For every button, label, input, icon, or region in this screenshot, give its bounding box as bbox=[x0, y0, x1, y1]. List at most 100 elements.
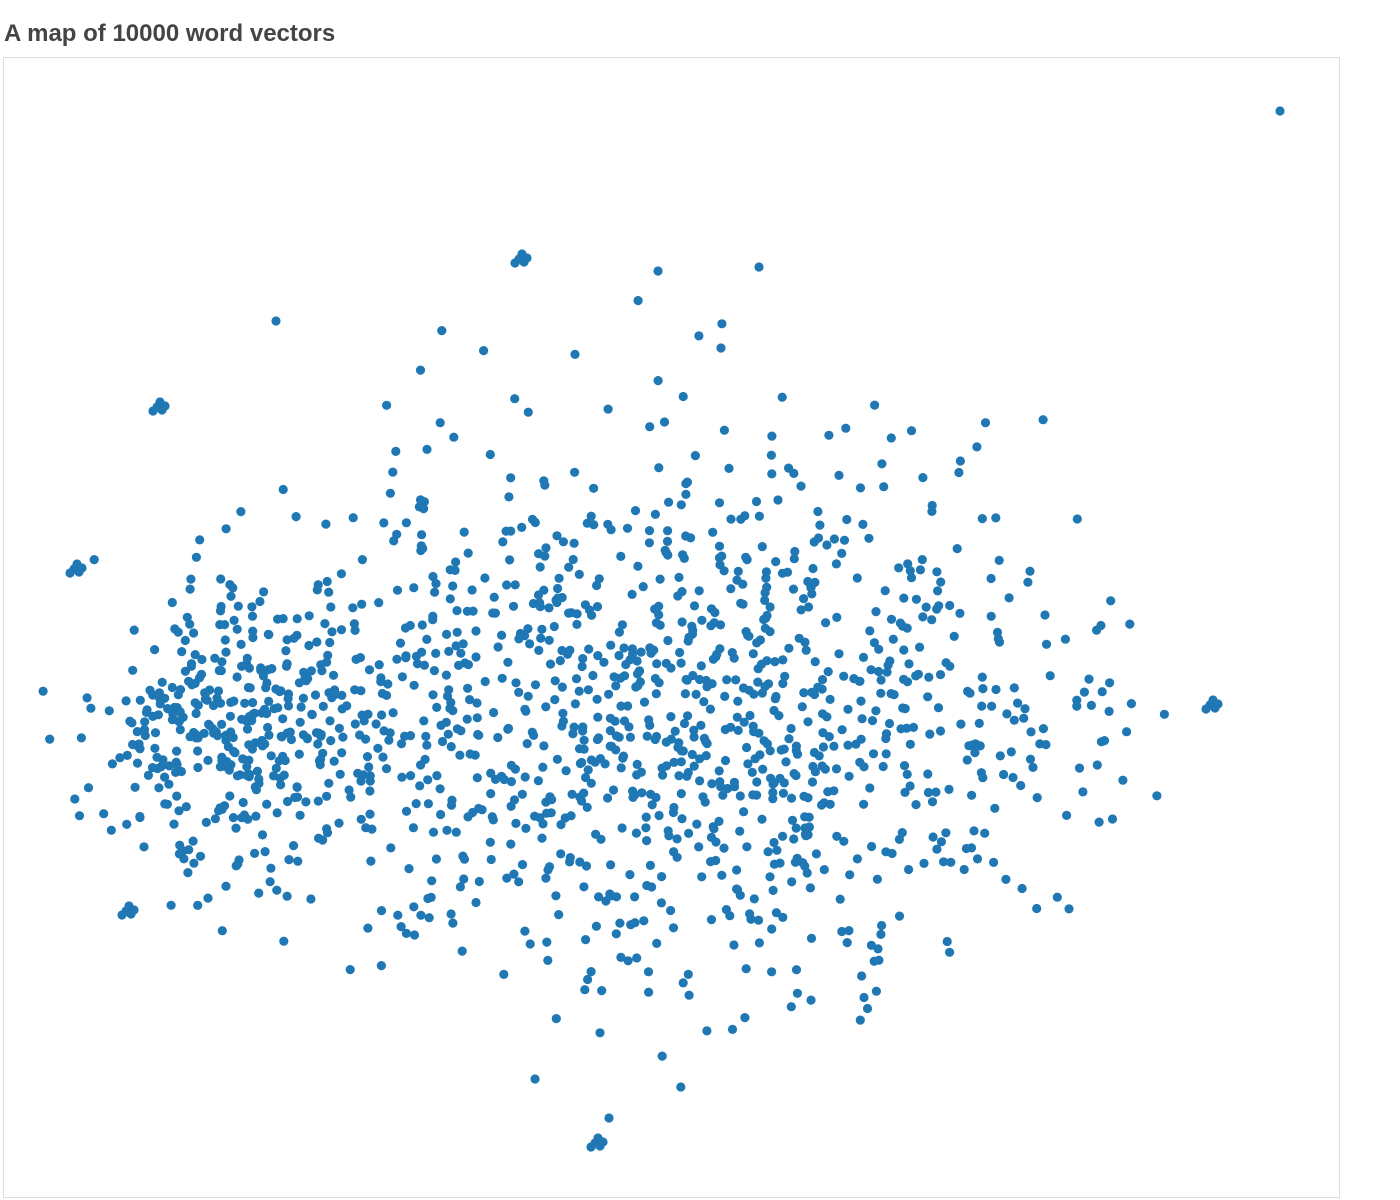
data-point[interactable] bbox=[623, 956, 633, 966]
data-point[interactable] bbox=[877, 459, 887, 469]
data-point[interactable] bbox=[129, 625, 139, 635]
data-point[interactable] bbox=[707, 779, 717, 789]
data-point[interactable] bbox=[756, 659, 767, 669]
data-point[interactable] bbox=[605, 713, 616, 723]
data-point[interactable] bbox=[871, 706, 881, 716]
data-point[interactable] bbox=[122, 750, 132, 761]
data-point[interactable] bbox=[128, 665, 138, 675]
data-point[interactable] bbox=[692, 819, 702, 829]
data-point[interactable] bbox=[755, 635, 766, 645]
data-point[interactable] bbox=[605, 726, 616, 736]
data-point[interactable] bbox=[881, 733, 891, 744]
data-point[interactable] bbox=[623, 701, 633, 711]
data-point[interactable] bbox=[365, 771, 375, 781]
data-point[interactable] bbox=[554, 910, 564, 920]
data-point[interactable] bbox=[523, 624, 533, 634]
data-point[interactable] bbox=[933, 703, 944, 713]
data-point[interactable] bbox=[534, 645, 544, 656]
data-point[interactable] bbox=[242, 653, 252, 663]
data-point[interactable] bbox=[1009, 683, 1019, 693]
data-point[interactable] bbox=[748, 790, 758, 800]
data-point[interactable] bbox=[506, 526, 516, 536]
data-point[interactable] bbox=[281, 646, 291, 656]
data-point[interactable] bbox=[768, 787, 778, 798]
data-point[interactable] bbox=[514, 877, 524, 887]
data-point[interactable] bbox=[199, 728, 209, 739]
data-point[interactable] bbox=[714, 498, 725, 508]
data-point[interactable] bbox=[593, 651, 603, 661]
data-point[interactable] bbox=[777, 568, 788, 578]
data-point[interactable] bbox=[927, 797, 938, 807]
data-point[interactable] bbox=[428, 827, 439, 837]
data-point[interactable] bbox=[233, 601, 243, 611]
data-point[interactable] bbox=[193, 900, 203, 911]
data-point[interactable] bbox=[586, 511, 596, 521]
data-point[interactable] bbox=[633, 296, 643, 306]
data-point[interactable] bbox=[822, 540, 832, 550]
data-point[interactable] bbox=[925, 729, 935, 739]
data-point[interactable] bbox=[442, 825, 452, 835]
data-point[interactable] bbox=[228, 813, 238, 823]
data-point[interactable] bbox=[307, 709, 317, 719]
data-point[interactable] bbox=[898, 703, 908, 713]
data-point[interactable] bbox=[715, 777, 725, 787]
data-point[interactable] bbox=[551, 1014, 561, 1024]
data-point[interactable] bbox=[237, 661, 247, 671]
data-point[interactable] bbox=[150, 743, 160, 753]
data-point[interactable] bbox=[292, 630, 302, 641]
data-point[interactable] bbox=[642, 836, 652, 846]
data-point[interactable] bbox=[279, 936, 289, 946]
data-point[interactable] bbox=[767, 469, 777, 479]
data-point[interactable] bbox=[140, 730, 150, 741]
data-point[interactable] bbox=[832, 612, 842, 623]
data-point[interactable] bbox=[164, 761, 174, 771]
data-point[interactable] bbox=[615, 918, 625, 928]
data-point[interactable] bbox=[856, 696, 866, 706]
data-point[interactable] bbox=[969, 826, 979, 836]
data-point[interactable] bbox=[472, 713, 482, 723]
data-point[interactable] bbox=[506, 839, 516, 849]
data-point[interactable] bbox=[499, 969, 509, 980]
data-point[interactable] bbox=[278, 614, 288, 624]
data-point[interactable] bbox=[448, 581, 458, 591]
data-point[interactable] bbox=[282, 796, 293, 807]
data-point[interactable] bbox=[247, 602, 257, 612]
data-point[interactable] bbox=[517, 789, 527, 799]
data-point[interactable] bbox=[225, 791, 235, 801]
data-point[interactable] bbox=[632, 953, 642, 963]
data-point[interactable] bbox=[781, 757, 791, 767]
data-point[interactable] bbox=[490, 608, 500, 618]
data-point[interactable] bbox=[971, 739, 981, 749]
data-point[interactable] bbox=[232, 672, 242, 682]
data-point[interactable] bbox=[630, 892, 640, 902]
data-point[interactable] bbox=[254, 888, 264, 898]
data-point[interactable] bbox=[1013, 698, 1023, 708]
data-point[interactable] bbox=[695, 776, 705, 786]
data-point[interactable] bbox=[811, 849, 822, 859]
data-point[interactable] bbox=[188, 836, 198, 846]
data-point[interactable] bbox=[931, 787, 941, 797]
data-point[interactable] bbox=[819, 865, 829, 875]
data-point[interactable] bbox=[477, 805, 487, 815]
data-point[interactable] bbox=[190, 650, 200, 660]
data-point[interactable] bbox=[911, 594, 922, 604]
data-point[interactable] bbox=[291, 512, 301, 522]
data-point[interactable] bbox=[536, 633, 546, 643]
data-point[interactable] bbox=[276, 686, 286, 696]
data-point[interactable] bbox=[208, 700, 219, 711]
data-point[interactable] bbox=[395, 638, 406, 648]
data-point[interactable] bbox=[89, 555, 99, 565]
data-point[interactable] bbox=[298, 693, 308, 703]
data-point[interactable] bbox=[412, 659, 423, 669]
data-point[interactable] bbox=[132, 758, 143, 768]
data-point[interactable] bbox=[306, 894, 316, 904]
data-point[interactable] bbox=[302, 733, 312, 743]
data-point[interactable] bbox=[379, 726, 389, 736]
data-point[interactable] bbox=[174, 806, 184, 816]
data-point[interactable] bbox=[574, 686, 584, 696]
data-point[interactable] bbox=[675, 647, 685, 658]
data-point[interactable] bbox=[689, 732, 699, 742]
data-point[interactable] bbox=[1040, 610, 1050, 620]
data-point[interactable] bbox=[823, 667, 833, 677]
data-point[interactable] bbox=[923, 787, 934, 798]
